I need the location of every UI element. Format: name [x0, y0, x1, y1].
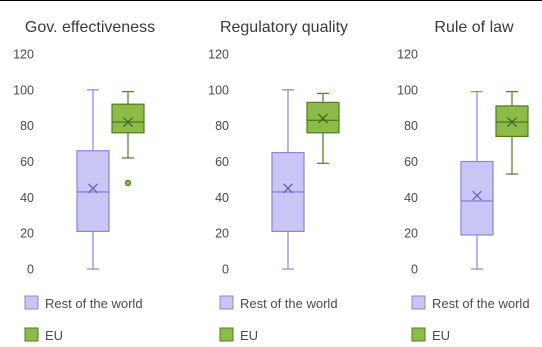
y-tick-label: 100: [208, 83, 229, 97]
y-tick-label: 40: [404, 191, 418, 205]
top-border: [0, 0, 542, 1]
y-tick-label: 120: [13, 48, 34, 62]
outlier-point: [124, 179, 132, 187]
legend-swatch: [219, 327, 234, 342]
chart-title: Rule of law: [434, 19, 514, 36]
y-tick-label: 40: [215, 191, 229, 205]
y-tick-label: 0: [222, 263, 229, 277]
y-tick-label: 100: [13, 83, 34, 97]
legend-item: Rest of the world: [411, 295, 530, 311]
mean-marker: [283, 183, 293, 194]
box-plot: [271, 89, 305, 270]
legend-item: Rest of the world: [24, 295, 143, 311]
legend-swatch: [24, 295, 39, 310]
y-tick-label: 20: [20, 227, 34, 241]
y-tick-label: 120: [208, 48, 229, 62]
box-plot: [76, 89, 110, 270]
mean-marker: [123, 117, 133, 128]
legend-item: EU: [24, 327, 63, 343]
box-iqr: [111, 103, 145, 134]
y-tick-label: 60: [215, 155, 229, 169]
legend-label: EU: [432, 328, 450, 343]
chart-title: Regulatory quality: [220, 19, 348, 36]
y-tick-label: 60: [20, 155, 34, 169]
legend-item: EU: [219, 327, 258, 343]
legend-item: EU: [411, 327, 450, 343]
legend-label: Rest of the world: [45, 296, 143, 311]
legend-label: Rest of the world: [432, 296, 530, 311]
y-tick-label: 20: [404, 227, 418, 241]
mean-marker: [88, 183, 98, 194]
chart-panel: Gov. effectiveness 0 20 40 60 80 100 120 Rest of…: [13, 19, 155, 343]
mean-marker: [507, 117, 517, 128]
legend-swatch: [219, 295, 234, 310]
y-tick-label: 100: [397, 83, 418, 97]
chart-panel: Regulatory quality 0 20 40 60 80 100 120 Rest of…: [208, 19, 348, 343]
y-tick-label: 80: [404, 119, 418, 133]
y-tick-label: 80: [20, 119, 34, 133]
y-tick-label: 60: [404, 155, 418, 169]
legend-label: Rest of the world: [240, 296, 338, 311]
y-tick-label: 120: [397, 48, 418, 62]
legend-item: Rest of the world: [219, 295, 338, 311]
y-tick-label: 20: [215, 227, 229, 241]
box-iqr: [76, 150, 110, 232]
y-tick-label: 40: [20, 191, 34, 205]
box-plot: [495, 91, 529, 175]
mean-marker: [318, 113, 328, 124]
box-plot: [111, 91, 145, 187]
box-plot: [306, 92, 340, 164]
y-tick-label: 80: [215, 119, 229, 133]
box-iqr: [460, 160, 494, 236]
y-tick-label: 0: [411, 263, 418, 277]
legend-swatch: [24, 327, 39, 342]
y-tick-label: 0: [27, 263, 34, 277]
chart-panel: Rule of law 0 20 40 60 80 100 120 Rest of the wo…: [397, 19, 530, 343]
chart-title: Gov. effectiveness: [25, 19, 155, 36]
legend-label: EU: [240, 328, 258, 343]
legend-swatch: [411, 327, 426, 342]
mean-marker: [472, 190, 482, 201]
legend-swatch: [411, 295, 426, 310]
legend-label: EU: [45, 328, 63, 343]
box-plot: [460, 91, 494, 270]
